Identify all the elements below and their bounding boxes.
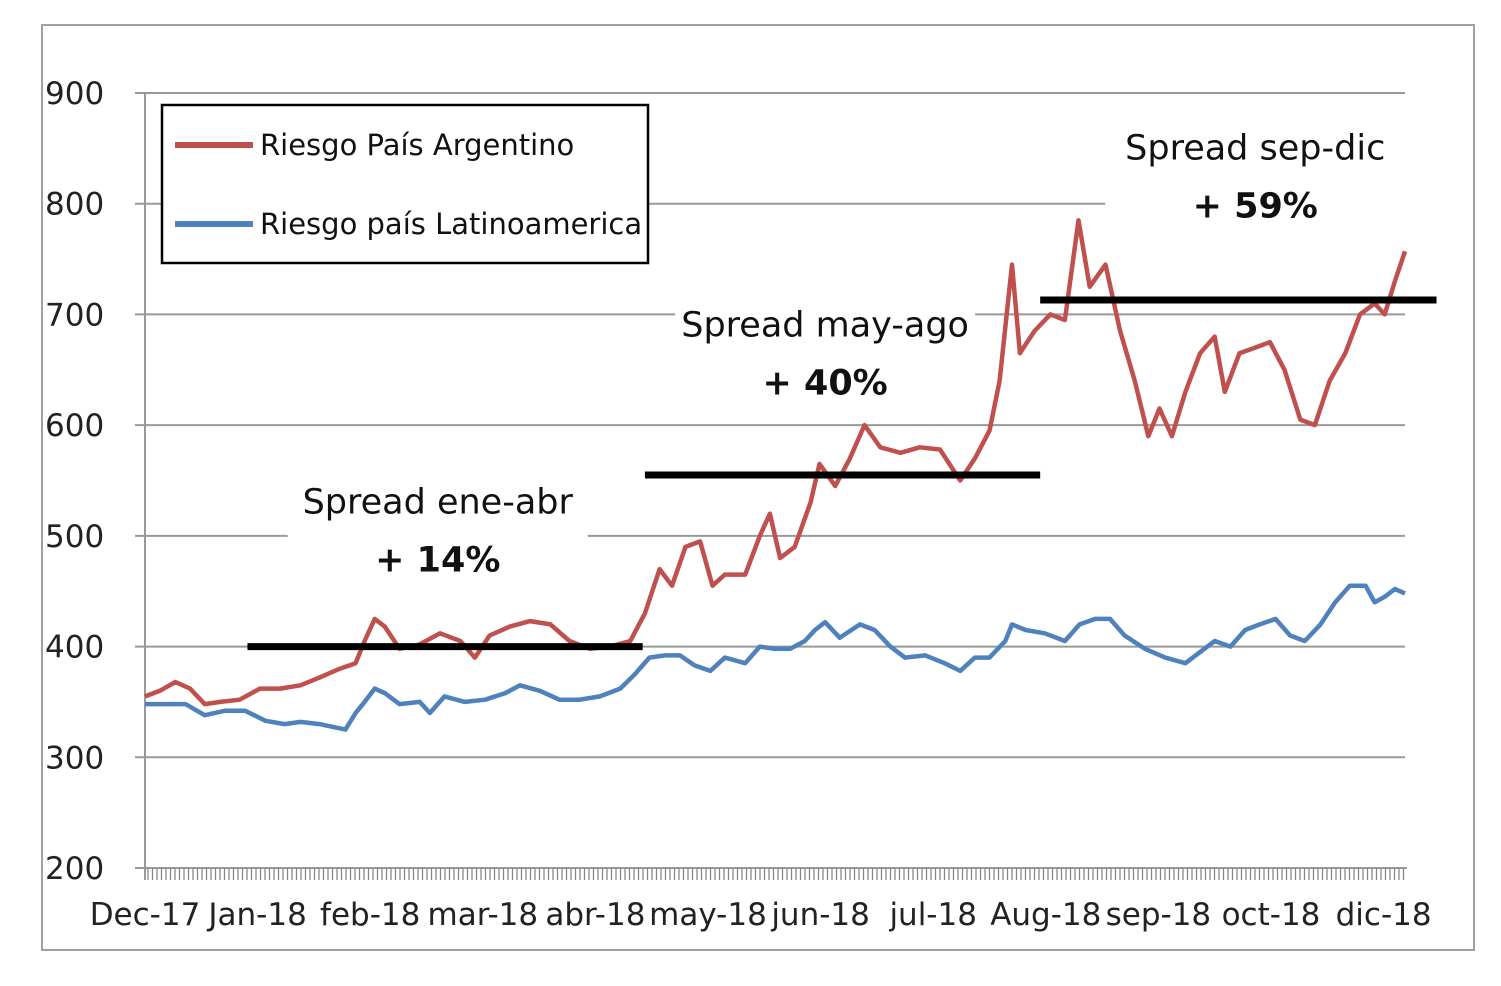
legend-label-argentina: Riesgo País Argentino (260, 128, 574, 162)
annotation-background (287, 473, 588, 589)
legend-box (160, 103, 650, 265)
y-tick-label-300: 300 (45, 740, 104, 776)
spread-bars (247, 296, 1437, 651)
series-line-0 (144, 218, 1408, 707)
x-tick-label: may-18 (649, 897, 767, 933)
annotation-value-2: + 59% (1193, 186, 1318, 226)
annotation-title-0: Spread ene-abr (303, 483, 574, 523)
y-tick-label-500: 500 (45, 519, 104, 555)
y-tick-label-200: 200 (45, 851, 104, 887)
annotation-title-2: Spread sep-dic (1125, 128, 1385, 168)
legend-label-latinoamerica: Riesgo país Latinoamerica (260, 207, 642, 241)
y-tick-label-600: 600 (45, 408, 104, 444)
y-axis: 200 300 400 500 600 700 800 900 (45, 76, 104, 887)
x-tick-label: dic-18 (1336, 897, 1432, 933)
y-tick-label-700: 700 (45, 297, 104, 333)
annotations: Spread ene-abr + 14% Spread may-ago + 40% Sp… (287, 119, 1406, 589)
x-tick-label: jun-18 (770, 897, 870, 933)
x-tick-label: Aug-18 (990, 897, 1101, 933)
x-tick-label: feb-18 (320, 897, 420, 933)
y-tick-label-400: 400 (45, 630, 104, 666)
x-axis: Dec-17 Jan-18 feb-18 mar-18 abr-18 may-18 jun-… (90, 93, 1432, 933)
annotation-background (675, 296, 976, 412)
x-tick-label: mar-18 (428, 897, 539, 933)
y-tick-label-800: 800 (45, 187, 104, 223)
annotation-value-0: + 14% (375, 541, 500, 581)
x-tick-label: jul-18 (888, 897, 977, 933)
series-line-1 (145, 583, 1406, 732)
annotation-value-1: + 40% (762, 364, 887, 404)
x-tick-label: abr-18 (545, 897, 645, 933)
annotation-title-1: Spread may-ago (681, 306, 969, 346)
series-lines (144, 218, 1408, 732)
x-tick-label: Dec-17 (90, 897, 201, 933)
x-tick-label: sep-18 (1106, 897, 1212, 933)
legend: Riesgo País Argentino Riesgo país Latino… (160, 103, 650, 265)
annotation-background (1105, 119, 1406, 235)
y-tick-label-900: 900 (45, 76, 104, 112)
x-tick-label: Jan-18 (206, 897, 306, 933)
x-tick-label: oct-18 (1222, 897, 1321, 933)
